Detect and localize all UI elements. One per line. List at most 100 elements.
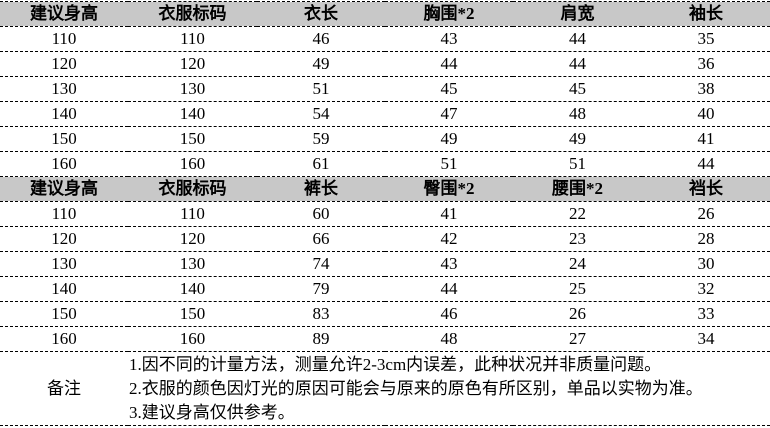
table-row: 110 110 60 41 22 26	[0, 201, 770, 227]
table-row: 120 120 49 44 44 36	[0, 51, 770, 77]
cell: 42	[385, 226, 513, 252]
cell: 160	[0, 326, 128, 352]
cell: 45	[513, 76, 642, 102]
cell: 44	[513, 26, 642, 52]
header-cell-suggested-height: 建议身高	[0, 1, 128, 27]
cell: 44	[513, 51, 642, 77]
cell: 59	[257, 126, 385, 152]
cell: 36	[642, 51, 770, 77]
top-table-header-row: 建议身高 衣服标码 衣长 胸围*2 肩宽 袖长	[0, 1, 770, 27]
cell: 48	[513, 101, 642, 127]
cell: 150	[0, 126, 128, 152]
cell: 120	[0, 226, 128, 252]
cell: 130	[0, 251, 128, 277]
cell: 49	[513, 126, 642, 152]
cell: 26	[642, 201, 770, 227]
cell: 140	[128, 101, 257, 127]
header-cell-waist: 腰围*2	[513, 176, 642, 202]
notes-label: 备注	[0, 351, 128, 426]
header-cell-size-code: 衣服标码	[128, 1, 257, 27]
cell: 22	[513, 201, 642, 227]
cell: 130	[128, 76, 257, 102]
note-line-3: 3.建议身高仅供参考。	[129, 402, 295, 422]
cell: 130	[0, 76, 128, 102]
cell: 110	[0, 26, 128, 52]
cell: 45	[385, 76, 513, 102]
cell: 33	[642, 301, 770, 327]
cell: 150	[128, 126, 257, 152]
cell: 44	[385, 276, 513, 302]
cell: 51	[257, 76, 385, 102]
cell: 38	[642, 76, 770, 102]
notes-body: 1.因不同的计量方法，测量允许2-3cm内误差，此种状况并非质量问题。 2.衣服…	[128, 351, 770, 426]
cell: 43	[385, 26, 513, 52]
cell: 83	[257, 301, 385, 327]
cell: 24	[513, 251, 642, 277]
cell: 30	[642, 251, 770, 277]
header-cell-sleeve: 袖长	[642, 1, 770, 27]
cell: 44	[642, 151, 770, 177]
cell: 120	[0, 51, 128, 77]
cell: 41	[385, 201, 513, 227]
table-row: 130 130 51 45 45 38	[0, 76, 770, 102]
cell: 140	[128, 276, 257, 302]
table-row: 150 150 59 49 49 41	[0, 126, 770, 152]
header-cell-suggested-height: 建议身高	[0, 176, 128, 202]
note-line-2: 2.衣服的颜色因灯光的原因可能会与原来的原色有所区别，单品以实物为准。	[129, 378, 703, 398]
table-row: 160 160 61 51 51 44	[0, 151, 770, 177]
cell: 40	[642, 101, 770, 127]
cell: 47	[385, 101, 513, 127]
cell: 160	[128, 151, 257, 177]
cell: 160	[0, 151, 128, 177]
cell: 110	[128, 26, 257, 52]
notes-row: 备注 1.因不同的计量方法，测量允许2-3cm内误差，此种状况并非质量问题。 2…	[0, 351, 770, 426]
cell: 120	[128, 51, 257, 77]
cell: 32	[642, 276, 770, 302]
cell: 110	[0, 201, 128, 227]
cell: 160	[128, 326, 257, 352]
header-cell-pants-length: 裤长	[257, 176, 385, 202]
cell: 25	[513, 276, 642, 302]
cell: 26	[513, 301, 642, 327]
cell: 54	[257, 101, 385, 127]
cell: 51	[385, 151, 513, 177]
cell: 35	[642, 26, 770, 52]
header-cell-size-code: 衣服标码	[128, 176, 257, 202]
cell: 120	[128, 226, 257, 252]
header-cell-garment-length: 衣长	[257, 1, 385, 27]
cell: 43	[385, 251, 513, 277]
bottom-table-header-row: 建议身高 衣服标码 裤长 臀围*2 腰围*2 裆长	[0, 176, 770, 202]
cell: 79	[257, 276, 385, 302]
cell: 74	[257, 251, 385, 277]
cell: 150	[128, 301, 257, 327]
cell: 44	[385, 51, 513, 77]
cell: 51	[513, 151, 642, 177]
cell: 60	[257, 201, 385, 227]
cell: 89	[257, 326, 385, 352]
cell: 23	[513, 226, 642, 252]
cell: 49	[257, 51, 385, 77]
header-cell-chest: 胸围*2	[385, 1, 513, 27]
cell: 61	[257, 151, 385, 177]
table-row: 140 140 79 44 25 32	[0, 276, 770, 302]
cell: 140	[0, 276, 128, 302]
header-cell-hip: 臀围*2	[385, 176, 513, 202]
cell: 27	[513, 326, 642, 352]
cell: 46	[257, 26, 385, 52]
cell: 130	[128, 251, 257, 277]
header-cell-crotch-length: 裆长	[642, 176, 770, 202]
cell: 46	[385, 301, 513, 327]
table-row: 130 130 74 43 24 30	[0, 251, 770, 277]
header-cell-shoulder: 肩宽	[513, 1, 642, 27]
table-row: 110 110 46 43 44 35	[0, 26, 770, 52]
table-row: 160 160 89 48 27 34	[0, 326, 770, 352]
cell: 34	[642, 326, 770, 352]
cell: 110	[128, 201, 257, 227]
cell: 41	[642, 126, 770, 152]
note-line-1: 1.因不同的计量方法，测量允许2-3cm内误差，此种状况并非质量问题。	[129, 354, 662, 374]
cell: 140	[0, 101, 128, 127]
cell: 49	[385, 126, 513, 152]
table-row: 120 120 66 42 23 28	[0, 226, 770, 252]
cell: 48	[385, 326, 513, 352]
cell: 28	[642, 226, 770, 252]
